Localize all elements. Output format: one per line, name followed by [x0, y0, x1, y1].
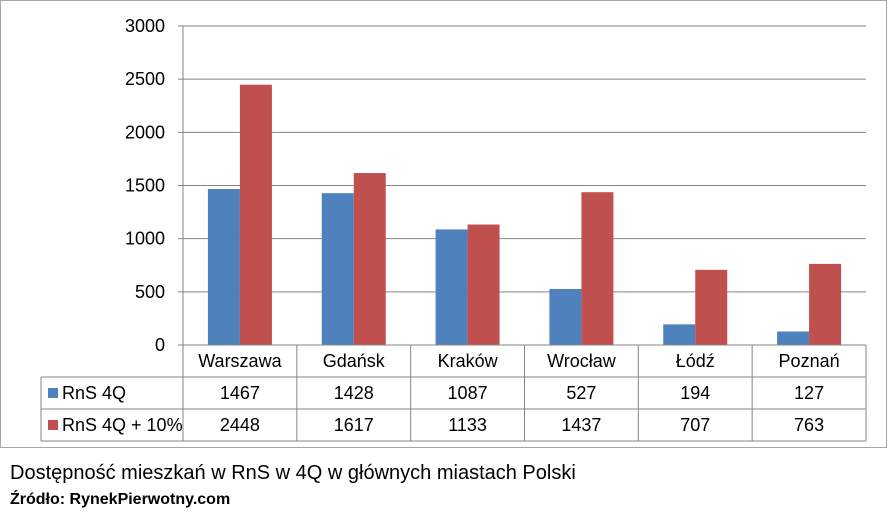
- table-cell-value: 1437: [561, 415, 601, 435]
- table-cell-value: 763: [794, 415, 824, 435]
- table-cell-value: 527: [566, 383, 596, 403]
- bar-series2: [467, 224, 500, 345]
- legend-key: [48, 420, 58, 430]
- category-label: Warszawa: [198, 351, 282, 371]
- bar-series1: [321, 193, 354, 345]
- bar-series2: [239, 84, 272, 346]
- bar-chart: 0 500 1000 1500 2000 2500 3000 Warszawa Gdańsk K…: [40, 16, 867, 442]
- bar-series2: [353, 173, 386, 345]
- table-cell-value: 707: [680, 415, 710, 435]
- chart-caption: Dostępność mieszkań w RnS w 4Q w głównyc…: [10, 462, 576, 484]
- table-cell-value: 1467: [220, 383, 260, 403]
- y-tick-label: 2500: [125, 69, 165, 89]
- category-label: Gdańsk: [323, 351, 386, 371]
- y-tick-label: 1500: [125, 176, 165, 196]
- gridlines: [183, 25, 866, 346]
- table-cell-value: 1617: [334, 415, 374, 435]
- table-cell-value: 194: [680, 383, 710, 403]
- table-cell-value: 1133: [448, 415, 487, 435]
- category-label: Łódź: [676, 351, 715, 371]
- bar-series1: [663, 324, 696, 345]
- bar-series1: [207, 189, 240, 345]
- y-tick-label: 3000: [125, 16, 165, 36]
- source-note: Źródło: RynekPierwotny.com: [10, 491, 231, 508]
- data-table: Warszawa Gdańsk Kraków Wrocław Łódź Poznań RnS…: [40, 344, 867, 442]
- series-label: RnS 4Q + 10%: [62, 415, 183, 435]
- bar-series2: [809, 263, 842, 345]
- table-cell-value: 1428: [334, 383, 374, 403]
- table-cell-value: 2448: [220, 415, 260, 435]
- category-label: Poznań: [779, 351, 840, 371]
- legend-key: [48, 388, 58, 398]
- bar-series1: [777, 331, 810, 345]
- category-label: Wrocław: [547, 351, 617, 371]
- bars: [207, 84, 842, 346]
- y-tick-label: 500: [135, 282, 165, 302]
- y-tick-label: 0: [155, 335, 165, 355]
- y-tick-label: 1000: [125, 229, 165, 249]
- chart-container: 0 500 1000 1500 2000 2500 3000 Warszawa Gdańsk K…: [0, 0, 887, 448]
- y-tick-label: 2000: [125, 122, 165, 142]
- bar-series1: [549, 288, 582, 345]
- bar-series2: [695, 269, 728, 345]
- bar-series2: [581, 192, 614, 345]
- bar-series1: [435, 229, 468, 345]
- table-cell-value: 127: [794, 383, 824, 403]
- table-cell-value: 1087: [448, 383, 488, 403]
- series-label: RnS 4Q: [62, 383, 126, 403]
- category-label: Kraków: [438, 351, 499, 371]
- y-axis: 0 500 1000 1500 2000 2500 3000: [125, 16, 184, 355]
